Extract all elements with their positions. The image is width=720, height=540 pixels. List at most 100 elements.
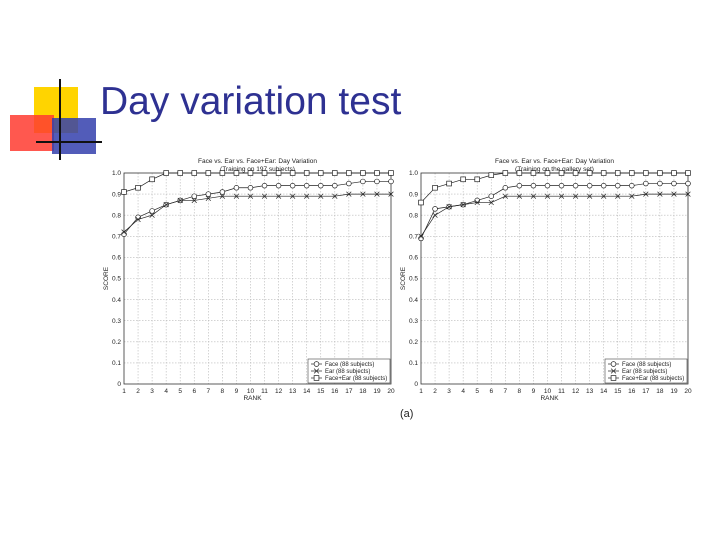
y-tick-label: 0.4 <box>409 297 418 304</box>
x-tick-label: 16 <box>628 388 636 395</box>
data-point <box>432 212 438 218</box>
x-tick-label: 11 <box>558 388 565 395</box>
data-point <box>685 191 691 197</box>
data-point <box>233 170 240 176</box>
y-axis-label: SCORE <box>103 266 110 290</box>
series-face-ear-88-subjects <box>418 170 691 206</box>
data-point <box>418 233 424 239</box>
series-ear-88-subjects <box>121 191 394 235</box>
data-point <box>289 193 296 199</box>
data-point <box>629 170 635 176</box>
data-point <box>572 182 579 189</box>
data-point <box>629 193 635 199</box>
data-point <box>360 170 366 176</box>
data-point <box>304 193 310 199</box>
data-point <box>488 199 494 206</box>
data-point <box>233 185 240 191</box>
data-point <box>360 178 366 185</box>
data-point <box>332 182 338 189</box>
data-point <box>191 193 198 199</box>
data-point <box>135 185 141 191</box>
legend-entry: Ear (88 subjects) <box>325 369 370 375</box>
data-point <box>502 193 508 199</box>
data-point <box>205 170 212 176</box>
data-point <box>530 182 537 189</box>
x-tick-label: 3 <box>447 388 451 395</box>
x-tick-label: 12 <box>275 388 283 395</box>
data-point <box>275 170 282 176</box>
data-point <box>614 182 621 189</box>
data-point <box>418 199 424 206</box>
data-point <box>446 204 452 210</box>
x-tick-label: 16 <box>331 388 339 395</box>
data-point <box>474 199 480 206</box>
data-point <box>600 182 607 189</box>
data-point <box>247 185 254 191</box>
data-point <box>544 182 551 189</box>
data-point <box>275 193 282 199</box>
data-point <box>488 193 495 199</box>
x-tick-label: 15 <box>317 388 325 395</box>
data-point <box>205 191 212 197</box>
data-point <box>516 182 523 189</box>
y-tick-label: 0.1 <box>409 360 418 367</box>
data-point <box>219 170 226 176</box>
data-point <box>572 193 579 199</box>
data-point <box>558 170 565 176</box>
data-point <box>346 180 352 187</box>
data-point <box>374 191 380 197</box>
chart-1: 1 2 3 4 5 6 7 8 9 10 11 12 13 14 15 16 17 18 19 2000.10.20.… <box>103 158 395 402</box>
y-tick-label: 0 <box>117 381 121 388</box>
chart-subtitle: (Training on the gallery set) <box>515 166 594 173</box>
x-tick-label: 20 <box>387 388 395 395</box>
data-point <box>247 170 254 176</box>
data-point <box>671 180 677 187</box>
y-tick-label: 0.8 <box>112 212 121 219</box>
x-axis-label: RANK <box>243 395 262 402</box>
x-tick-label: 19 <box>670 388 678 395</box>
legend-entry: Face (88 subjects) <box>325 362 374 368</box>
legend-entry: Ear (88 subjects) <box>622 369 667 375</box>
x-tick-label: 17 <box>642 388 650 395</box>
data-point <box>332 170 338 176</box>
figure-caption: (a) <box>400 408 414 420</box>
data-point <box>149 176 155 183</box>
series-line <box>420 193 688 237</box>
legend-marker <box>313 361 320 367</box>
chart-2: 1 2 3 4 5 6 7 8 9 10 11 12 13 14 15 16 17 18 19 2000.10.20.… <box>400 158 692 402</box>
x-tick-label: 14 <box>303 388 311 395</box>
data-point <box>530 170 537 176</box>
data-point <box>474 176 480 183</box>
data-point <box>219 193 226 199</box>
x-tick-label: 8 <box>518 388 522 395</box>
x-tick-label: 17 <box>345 388 353 395</box>
x-tick-label: 6 <box>489 388 493 395</box>
legend-marker <box>610 368 617 374</box>
decor-square-red <box>10 115 54 151</box>
data-point <box>601 193 607 199</box>
data-point <box>671 170 677 176</box>
y-tick-label: 1.0 <box>112 170 121 177</box>
data-point <box>163 170 169 176</box>
data-point <box>629 182 635 189</box>
y-tick-label: 0.5 <box>112 276 121 283</box>
y-tick-label: 0 <box>414 381 418 388</box>
data-point <box>685 170 691 176</box>
x-tick-label: 8 <box>221 388 225 395</box>
data-point <box>643 170 649 176</box>
data-point <box>275 182 282 189</box>
x-tick-label: 11 <box>261 388 268 395</box>
x-tick-label: 15 <box>614 388 622 395</box>
data-point <box>135 216 141 223</box>
chart-title: Face vs. Ear vs. Face+Ear: Day Variation <box>198 158 317 165</box>
x-tick-label: 1 <box>122 388 126 395</box>
data-point <box>346 170 352 176</box>
y-axis-label: SCORE <box>400 266 407 290</box>
x-tick-label: 20 <box>684 388 692 395</box>
data-point <box>572 170 579 176</box>
y-tick-label: 0.3 <box>112 318 121 325</box>
x-tick-label: 10 <box>247 388 255 395</box>
chart-title: Face vs. Ear vs. Face+Ear: Day Variation <box>495 158 614 165</box>
data-point <box>233 193 240 199</box>
x-tick-label: 13 <box>586 388 594 395</box>
